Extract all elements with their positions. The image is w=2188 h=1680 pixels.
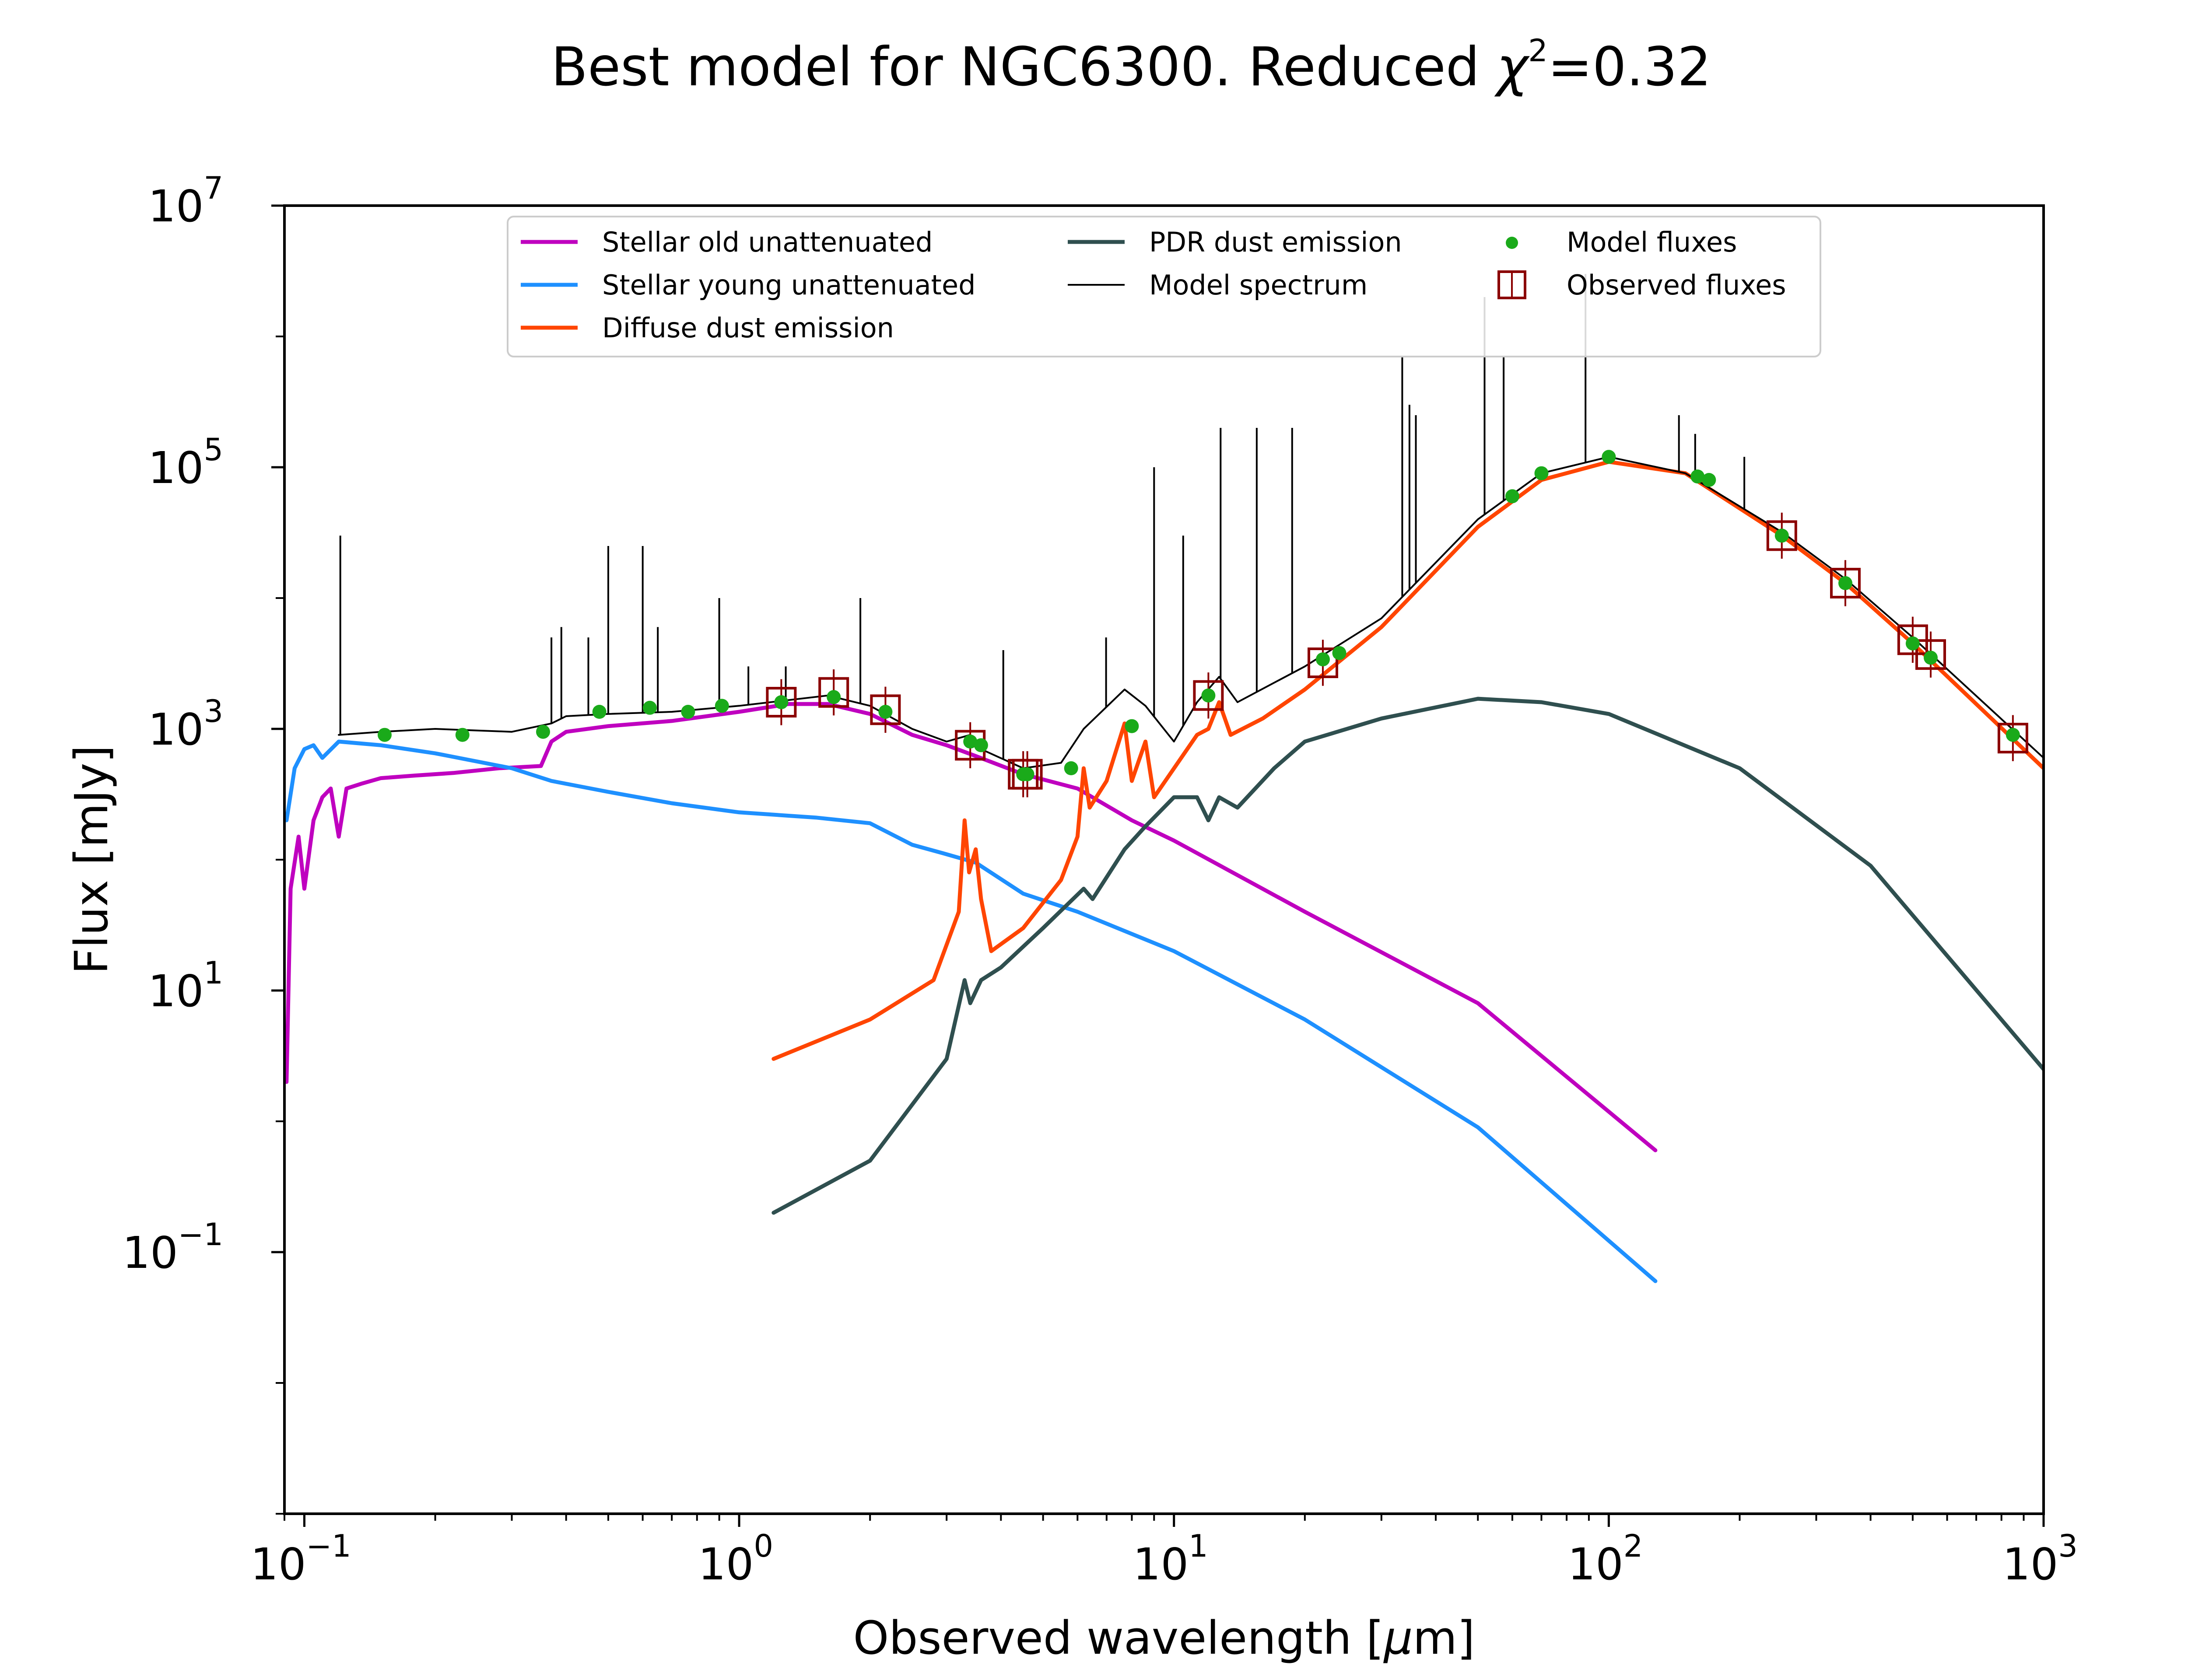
model-flux-point (455, 728, 470, 742)
model-flux-point (1690, 469, 1705, 484)
x-axis: 10−1 100 101 102 103 (250, 1514, 2078, 1590)
model-flux-point (378, 728, 392, 742)
x-tick-label: 102 (1567, 1528, 1643, 1590)
model-flux-point (681, 705, 695, 719)
observed-flux-marker (818, 677, 849, 708)
observed-flux-marker (870, 694, 901, 725)
series-line-diffuse-dust-emission (771, 460, 2044, 1061)
observed-flux-marker (1308, 648, 1338, 678)
observed-flux-marker (1012, 759, 1043, 790)
model-flux-point (1316, 652, 1330, 667)
y-tick-label: 105 (148, 432, 223, 494)
model-flux-point (642, 700, 657, 715)
model-flux-point (1020, 767, 1034, 781)
observed-flux-marker (1997, 723, 2028, 754)
model-flux-point (1332, 646, 1346, 660)
observed-fluxes-layer (766, 512, 2028, 798)
y-tick-label: 101 (148, 955, 223, 1017)
model-flux-point (774, 695, 789, 709)
model-flux-point (1534, 466, 1549, 480)
plot-area (284, 274, 2044, 1283)
model-flux-point (1924, 651, 1938, 665)
legend-label-diffuse-dust: Diffuse dust emission (602, 312, 894, 344)
model-flux-point (1064, 761, 1078, 775)
model-flux-point (1201, 688, 1216, 703)
model-flux-point (878, 705, 893, 719)
series-line-stellar-old-unattenuated (284, 702, 1658, 1152)
observed-flux-marker (1766, 520, 1797, 551)
y-tick-label: 103 (148, 693, 223, 755)
y-axis: 10−1 101 103 105 107 (123, 170, 284, 1515)
model-flux-point (1702, 473, 1716, 487)
x-tick-label: 10−1 (250, 1528, 351, 1590)
model-flux-point (1905, 636, 1920, 651)
model-flux-point (1602, 450, 1616, 464)
legend-marker-model-fluxes (1506, 237, 1518, 249)
model-flux-point (715, 699, 729, 713)
legend-label-observed-fluxes: Observed fluxes (1567, 269, 1786, 301)
model-flux-point (1838, 576, 1852, 590)
observed-flux-marker (1193, 680, 1224, 711)
legend-box (507, 216, 1821, 357)
plot-frame (283, 204, 2045, 1515)
chart-title: Best model for NGC6300. Reduced χ2=0.32 (551, 33, 1711, 98)
y-tick-label: 10−1 (123, 1217, 223, 1278)
observed-flux-marker (1830, 567, 1861, 598)
series-line-stellar-young-unattenuated (284, 739, 1658, 1283)
legend-label-stellar-young: Stellar young unattenuated (602, 269, 975, 301)
x-tick-label: 103 (2002, 1528, 2078, 1590)
model-flux-point (963, 735, 978, 749)
legend-label-pdr-dust: PDR dust emission (1149, 226, 1402, 258)
model-flux-point (1505, 489, 1519, 504)
model-flux-point (974, 738, 988, 752)
model-flux-point (2006, 728, 2020, 742)
legend-label-stellar-old: Stellar old unattenuated (602, 226, 933, 258)
model-flux-point (536, 724, 550, 739)
series-line-model-spectrum (338, 456, 2044, 769)
x-tick-label: 101 (1133, 1528, 1208, 1590)
y-axis-label: Flux [mJy] (65, 745, 118, 974)
legend: Stellar old unattenuated Stellar young u… (507, 216, 1821, 357)
y-tick-label: 107 (148, 170, 223, 232)
legend-label-model-spectrum: Model spectrum (1149, 269, 1368, 301)
model-flux-point (1125, 719, 1139, 733)
series-layer (284, 456, 2044, 1283)
model-flux-point (1774, 528, 1789, 543)
observed-flux-marker (766, 687, 797, 718)
series-line-pdr-dust-emission (771, 696, 2044, 1215)
observed-flux-marker (1915, 639, 1946, 670)
model-fluxes-layer (378, 450, 2020, 781)
x-tick-label: 100 (698, 1528, 773, 1590)
x-axis-label: Observed wavelength [μm] (853, 1611, 1475, 1665)
model-flux-point (827, 690, 841, 704)
model-flux-point (592, 705, 607, 719)
legend-label-model-fluxes: Model fluxes (1567, 226, 1737, 258)
